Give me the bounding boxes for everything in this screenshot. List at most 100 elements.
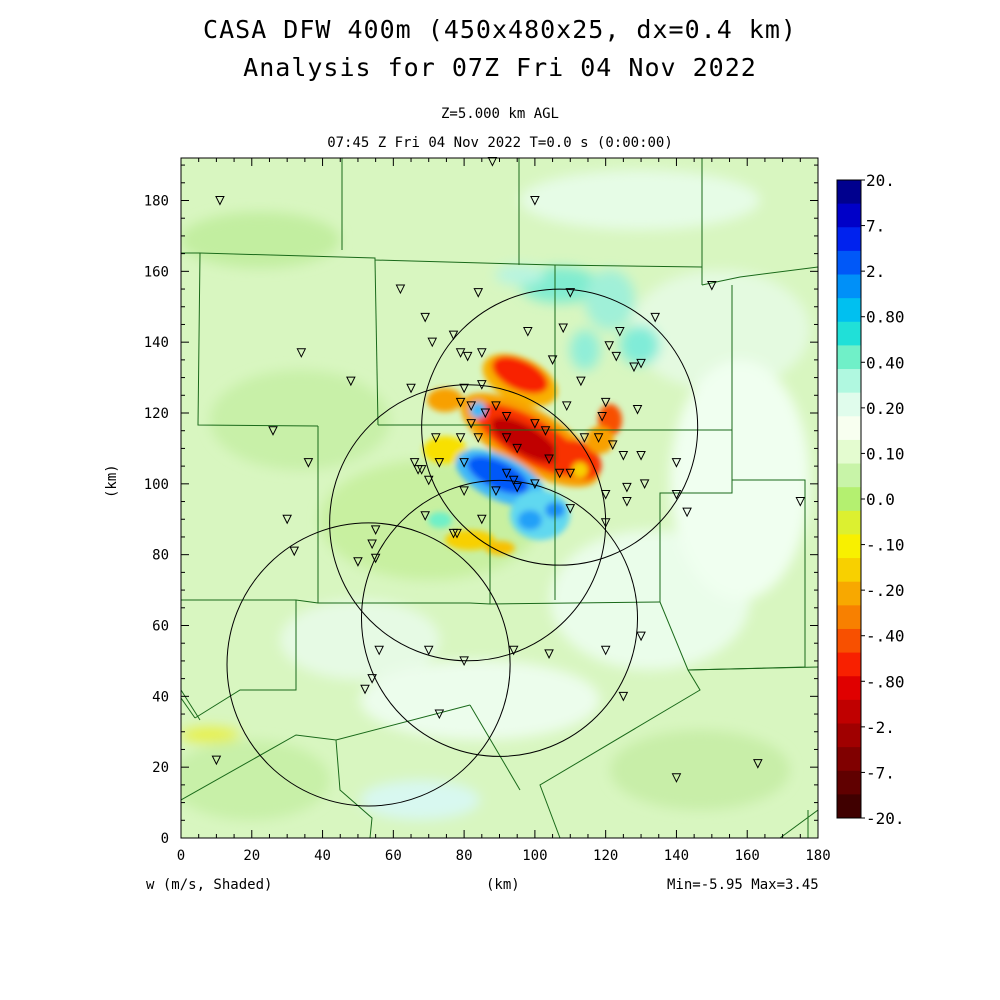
colorbar-swatch — [837, 487, 861, 512]
station-marker — [576, 376, 586, 387]
colorbar-swatch — [837, 369, 861, 394]
radar-ring-1 — [421, 288, 699, 566]
colorbar-label: 0.40 — [866, 353, 905, 372]
station-marker — [268, 426, 278, 436]
chart-title-line-2: Analysis for 07Z Fri 04 Nov 2022 — [243, 53, 757, 82]
station-marker — [434, 458, 445, 468]
station-marker — [547, 355, 558, 365]
station-marker — [480, 408, 491, 419]
station-marker — [466, 419, 476, 429]
min-max-readout: Min=-5.95 Max=3.45 — [667, 877, 819, 893]
station-marker — [565, 468, 576, 479]
x-tick-label: 100 — [522, 848, 547, 864]
station-marker — [636, 631, 646, 642]
station-marker — [636, 451, 646, 461]
station-marker — [409, 458, 420, 468]
station-marker — [215, 196, 225, 206]
station-marker — [367, 539, 377, 550]
colorbar-swatch — [837, 699, 861, 724]
station-marker — [353, 557, 363, 567]
station-marker — [346, 376, 356, 387]
station-marker — [795, 497, 806, 507]
chart-subtitle-time: 07:45 Z Fri 04 Nov 2022 T=0.0 s (0:00:00… — [327, 135, 673, 151]
colorbar-swatch — [837, 747, 861, 772]
colorbar-label: -2. — [866, 718, 895, 737]
station-marker — [508, 645, 519, 656]
station-marker — [597, 412, 607, 422]
station-marker — [639, 479, 650, 489]
colorbar-swatch — [837, 298, 861, 323]
station-marker — [427, 337, 438, 348]
colorbar-label: 0.80 — [866, 308, 905, 327]
station-marker — [682, 507, 692, 518]
x-tick-label: 80 — [456, 848, 473, 864]
station-marker — [600, 397, 611, 408]
station-marker — [459, 656, 469, 667]
station-marker — [296, 348, 307, 358]
colorbar-swatch — [837, 463, 861, 488]
y-tick-label: 80 — [152, 548, 169, 564]
station-marker — [501, 433, 512, 443]
colorbar-swatch — [837, 510, 861, 535]
station-marker — [753, 759, 763, 769]
station-marker — [530, 196, 540, 206]
radar-ring-4 — [226, 522, 511, 807]
station-marker — [370, 525, 381, 535]
colorbar-swatch — [837, 581, 861, 606]
station-marker — [565, 288, 576, 298]
colorbar-swatch — [837, 605, 861, 630]
x-tick-label: 0 — [177, 848, 185, 864]
station-marker — [565, 504, 576, 514]
station-marker — [466, 401, 476, 412]
colorbar-label: 20. — [866, 171, 895, 190]
station-marker — [544, 649, 554, 659]
colorbar-label: -20. — [866, 809, 905, 828]
station-marker — [600, 489, 611, 500]
station-marker — [607, 440, 618, 450]
station-marker — [671, 773, 682, 783]
station-marker — [360, 684, 370, 695]
station-marker — [374, 645, 384, 656]
colorbar-swatch — [837, 416, 861, 441]
station-marker — [544, 454, 554, 465]
y-tick-label: 100 — [144, 477, 169, 493]
station-marker — [430, 433, 441, 443]
station-marker — [604, 341, 615, 351]
y-tick-label: 40 — [152, 689, 169, 705]
colorbar-swatch — [837, 723, 861, 748]
station-marker — [501, 412, 512, 422]
colorbar-swatch — [837, 274, 861, 299]
station-marker — [618, 451, 629, 461]
y-tick-label: 140 — [144, 335, 169, 351]
y-tick-label: 120 — [144, 406, 169, 422]
y-tick-label: 0 — [161, 831, 169, 847]
station-marker — [491, 486, 501, 497]
station-marker — [455, 433, 466, 443]
colorbar-swatch — [837, 227, 861, 252]
station-marker — [476, 380, 487, 390]
colorbar-swatch — [837, 392, 861, 417]
field-description: w (m/s, Shaded) — [146, 877, 273, 893]
y-tick-label: 160 — [144, 264, 169, 280]
station-marker — [462, 351, 473, 362]
station-marker — [636, 358, 646, 369]
colorbar: 20. 7. 2. 0.80 0.40 0.20 0.10 0.0 -.10 -.20 -.40 -.… — [836, 171, 905, 828]
station-marker — [523, 327, 533, 337]
colorbar-swatch — [837, 628, 861, 654]
station-marker — [508, 475, 519, 486]
colorbar-label: -.40 — [866, 627, 905, 646]
station-marker — [211, 755, 222, 766]
station-marker — [395, 284, 406, 295]
y-tick-label: 60 — [152, 619, 169, 635]
station-marker — [707, 281, 717, 291]
x-tick-label: 180 — [805, 848, 830, 864]
station-marker — [370, 553, 381, 564]
station-marker — [600, 518, 611, 528]
station-marker — [459, 383, 469, 394]
station-marker — [512, 443, 523, 454]
colorbar-swatch — [837, 203, 861, 228]
station-marker — [420, 312, 430, 323]
station-marker — [579, 433, 590, 443]
station-marker — [423, 645, 434, 656]
colorbar-swatch — [837, 794, 861, 819]
